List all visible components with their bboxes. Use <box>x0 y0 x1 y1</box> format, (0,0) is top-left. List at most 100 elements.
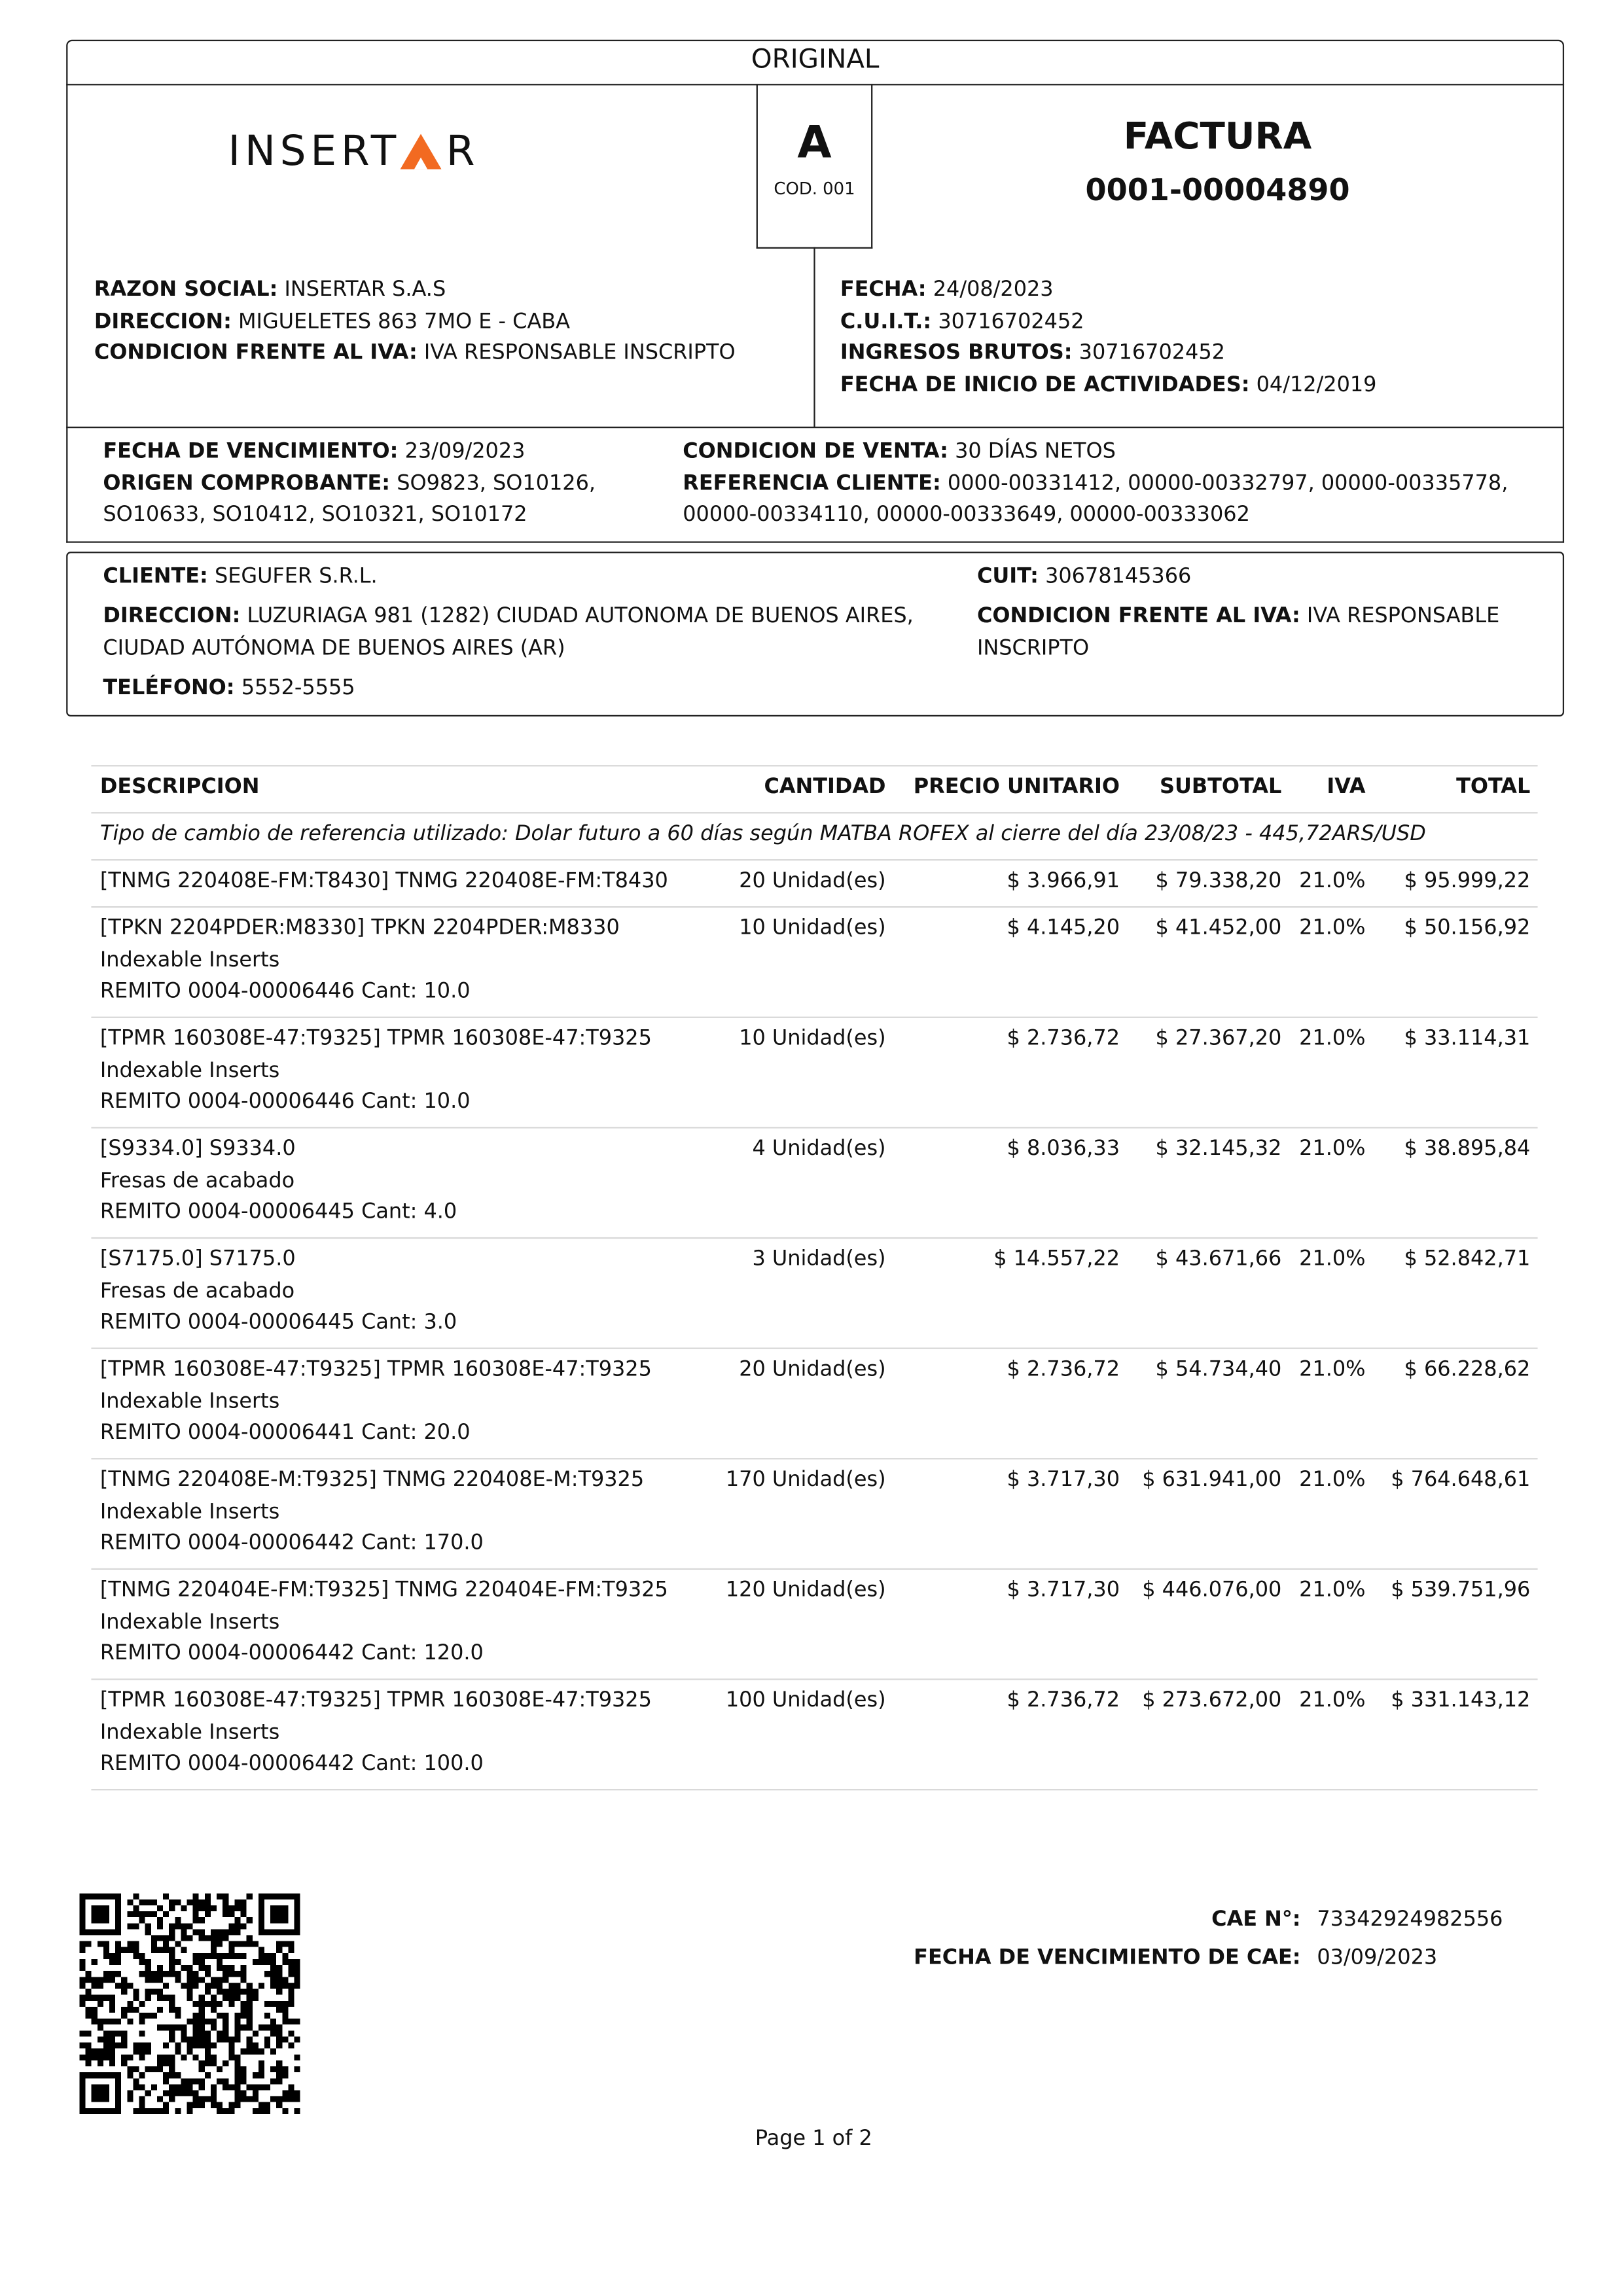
field-label: DIRECCION: <box>103 605 241 629</box>
field-value: IVA RESPONSABLE INSCRIPTO <box>976 605 1500 660</box>
column-header: DESCRIPCION <box>99 775 260 799</box>
item-total: $ 539.751,96 <box>1391 1578 1531 1602</box>
field-label: CUIT: <box>976 565 1039 589</box>
item-description: REMITO 0004-00006446 Cant: 10.0 <box>99 1090 471 1114</box>
qr-image <box>79 1893 300 2114</box>
item-description: Indexable Inserts <box>99 1720 280 1744</box>
item-iva: 21.0% <box>1299 1578 1366 1602</box>
item-description: REMITO 0004-00006445 Cant: 4.0 <box>99 1200 457 1224</box>
client-box <box>66 552 1565 716</box>
field-value: 0000-00331412, 00000-00332797, 00000-003… <box>683 471 1508 527</box>
row-divider <box>91 1568 1538 1570</box>
item-subtotal: $ 41.452,00 <box>1155 916 1282 940</box>
field-value: 04/12/2019 <box>1256 372 1377 397</box>
row-divider <box>91 906 1538 908</box>
field-label: INGRESOS BRUTOS: <box>840 341 1073 365</box>
item-quantity: 20 Unidad(es) <box>739 869 886 893</box>
copy-label: ORIGINAL <box>751 44 880 75</box>
cae-label: CAE N°: <box>1211 1908 1301 1932</box>
item-iva: 21.0% <box>1299 869 1366 893</box>
item-description: REMITO 0004-00006442 Cant: 120.0 <box>99 1642 484 1666</box>
field-value: 30 DÍAS NETOS <box>955 440 1116 464</box>
field-group: FECHA: 24/08/2023 C.U.I.T.: 30716702452 IN… <box>840 275 1546 401</box>
item-total: $ 331.143,12 <box>1391 1689 1531 1713</box>
field: TELÉFONO: 5552-5555 <box>103 673 942 705</box>
item-unit-price: $ 3.717,30 <box>1007 1468 1120 1492</box>
item-description: REMITO 0004-00006442 Cant: 170.0 <box>99 1531 484 1555</box>
field: C.U.I.T.: 30716702452 <box>840 307 1546 338</box>
field-group: RAZON SOCIAL: INSERTAR S.A.S DIRECCION: M… <box>94 275 800 370</box>
item-unit-price: $ 2.736,72 <box>1007 1689 1120 1713</box>
item-iva: 21.0% <box>1299 1358 1366 1382</box>
item-quantity: 10 Unidad(es) <box>739 1027 886 1051</box>
item-quantity: 100 Unidad(es) <box>725 1689 886 1713</box>
row-divider <box>91 1678 1538 1680</box>
doc-number: 0001-00004890 <box>1085 172 1350 208</box>
field: CONDICION DE VENTA: 30 DÍAS NETOS <box>683 437 1551 468</box>
column-header: CANTIDAD <box>764 775 886 799</box>
field-value: SO9823, SO10126, SO10633, SO10412, SO103… <box>103 471 596 527</box>
field-label: ORIGEN COMPROBANTE: <box>103 471 391 495</box>
field: INGRESOS BRUTOS: 30716702452 <box>840 338 1546 370</box>
field-label: CONDICION FRENTE AL IVA: <box>976 605 1300 629</box>
field-label: REFERENCIA CLIENTE: <box>683 471 941 495</box>
item-description: REMITO 0004-00006441 Cant: 20.0 <box>99 1421 471 1445</box>
item-unit-price: $ 2.736,72 <box>1007 1027 1120 1051</box>
field-label: C.U.I.T.: <box>840 309 932 334</box>
item-total: $ 764.648,61 <box>1391 1468 1531 1492</box>
field-label: CONDICION FRENTE AL IVA: <box>94 341 418 365</box>
item-total: $ 95.999,22 <box>1404 869 1531 893</box>
item-total: $ 33.114,31 <box>1404 1027 1531 1051</box>
field: CONDICION FRENTE AL IVA: IVA RESPONSABLE… <box>977 602 1536 665</box>
item-description: [TPMR 160308E-47:T9325] TPMR 160308E-47:… <box>99 1358 652 1382</box>
row-divider <box>91 859 1538 861</box>
item-description: [TPMR 160308E-47:T9325] TPMR 160308E-47:… <box>99 1689 652 1713</box>
item-quantity: 20 Unidad(es) <box>739 1358 886 1382</box>
item-description: Indexable Inserts <box>99 948 280 972</box>
item-description: Fresas de acabado <box>99 1279 295 1303</box>
field-value: 30716702452 <box>938 309 1084 334</box>
field-group: CLIENTE: SEGUFER S.R.L. DIRECCION: LUZURI… <box>103 562 942 713</box>
item-subtotal: $ 446.076,00 <box>1142 1578 1282 1602</box>
field-value: IVA RESPONSABLE INSCRIPTO <box>423 341 736 365</box>
qr-modules <box>79 1893 300 2114</box>
letter-cod: COD. 001 <box>774 178 855 199</box>
column-header: IVA <box>1327 775 1366 799</box>
item-description: [TNMG 220404E-FM:T9325] TNMG 220404E-FM:… <box>99 1578 668 1602</box>
item-iva: 21.0% <box>1299 1247 1366 1271</box>
field-value: MIGUELETES 863 7MO E - CABA <box>238 309 571 334</box>
item-quantity: 4 Unidad(es) <box>752 1137 886 1161</box>
row-divider <box>91 1127 1538 1129</box>
row-divider <box>91 812 1538 814</box>
field-value: 23/09/2023 <box>404 440 526 464</box>
item-total: $ 66.228,62 <box>1404 1358 1531 1382</box>
cae-label: FECHA DE VENCIMIENTO DE CAE: <box>914 1946 1301 1970</box>
field-value: 5552-5555 <box>241 676 355 700</box>
field-label: FECHA DE VENCIMIENTO: <box>103 440 399 464</box>
field: CUIT: 30678145366 <box>977 562 1536 593</box>
field: RAZON SOCIAL: INSERTAR S.A.S <box>94 275 800 306</box>
item-quantity: 170 Unidad(es) <box>725 1468 886 1492</box>
field: CLIENTE: SEGUFER S.R.L. <box>103 562 942 593</box>
item-iva: 21.0% <box>1299 1468 1366 1492</box>
cae-value: 03/09/2023 <box>1317 1946 1438 1970</box>
item-quantity: 10 Unidad(es) <box>739 916 886 940</box>
row-divider <box>91 1458 1538 1460</box>
field: FECHA DE INICIO DE ACTIVIDADES: 04/12/20… <box>840 370 1546 401</box>
field: FECHA: 24/08/2023 <box>840 275 1546 306</box>
field-group: FECHA DE VENCIMIENTO: 23/09/2023 ORIGEN C… <box>103 437 669 532</box>
divider <box>813 247 815 427</box>
field: DIRECCION: LUZURIAGA 981 (1282) CIUDAD A… <box>103 602 942 665</box>
field: REFERENCIA CLIENTE: 0000-00331412, 00000… <box>683 468 1551 532</box>
item-unit-price: $ 3.966,91 <box>1007 869 1120 893</box>
field-value: INSERTAR S.A.S <box>284 277 446 302</box>
item-subtotal: $ 79.338,20 <box>1155 869 1282 893</box>
field-label: RAZON SOCIAL: <box>94 277 278 302</box>
item-subtotal: $ 27.367,20 <box>1155 1027 1282 1051</box>
cae-value: 73342924982556 <box>1317 1908 1503 1932</box>
field: DIRECCION: MIGUELETES 863 7MO E - CABA <box>94 307 800 338</box>
item-description: Indexable Inserts <box>99 1058 280 1082</box>
field-label: FECHA DE INICIO DE ACTIVIDADES: <box>840 372 1250 397</box>
